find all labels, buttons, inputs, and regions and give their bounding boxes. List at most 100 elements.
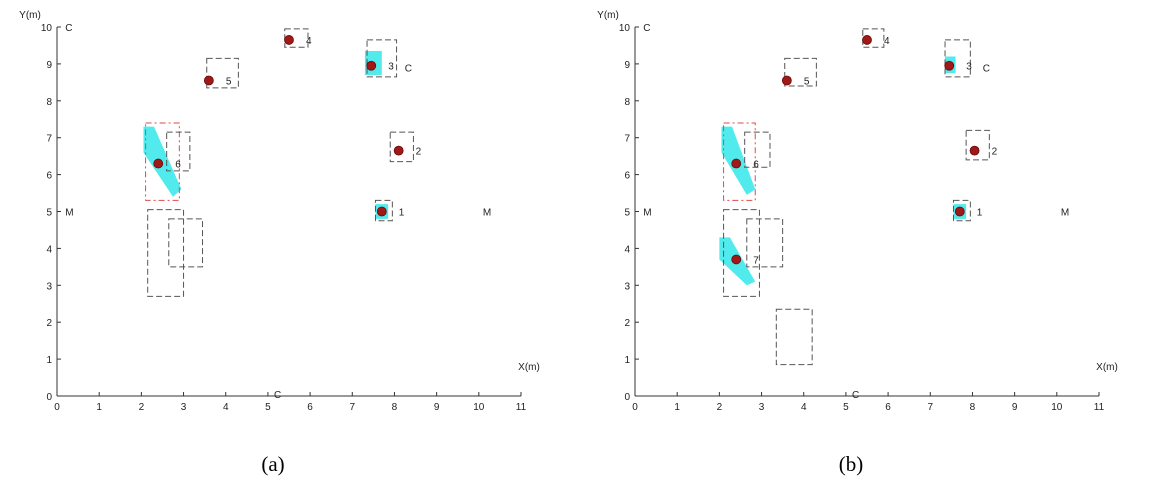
target-point bbox=[781, 75, 792, 86]
target-label: 4 bbox=[306, 36, 312, 47]
anchor-label: M bbox=[1061, 208, 1069, 219]
x-tick-label: 6 bbox=[885, 402, 891, 413]
anchor-label: C bbox=[643, 23, 650, 34]
target-label: 6 bbox=[753, 160, 759, 171]
target-point bbox=[969, 145, 980, 156]
y-tick-label: 8 bbox=[46, 97, 52, 108]
estimate-box bbox=[944, 39, 971, 78]
estimate-box bbox=[952, 199, 971, 222]
target-point bbox=[731, 158, 742, 169]
anchor-label: C bbox=[983, 64, 990, 75]
estimate-box bbox=[775, 308, 813, 366]
anchor-label: C bbox=[274, 390, 281, 401]
y-tick-label: 2 bbox=[624, 318, 630, 329]
target-point bbox=[366, 60, 377, 71]
x-tick-label: 8 bbox=[970, 402, 976, 413]
estimate-box bbox=[965, 129, 990, 161]
y-axis-label: Y(m) bbox=[19, 10, 41, 21]
panel-a: 0 1 2 3 4 5 6 7 8 9 10 11 0 1 2 3 4 5 6 7 8 9 10 X(m) Y(m) 1 2 3 4 5 6… bbox=[19, 10, 540, 476]
anchor-label: C bbox=[405, 64, 412, 75]
y-tick-label: 1 bbox=[624, 355, 630, 366]
x-tick-label: 8 bbox=[392, 402, 398, 413]
estimate-box bbox=[366, 39, 398, 78]
y-tick-label: 1 bbox=[46, 355, 52, 366]
y-tick-label: 10 bbox=[41, 23, 53, 34]
y-tick-label: 5 bbox=[624, 208, 630, 219]
chart-b: 0 1 2 3 4 5 6 7 8 9 10 11 0 1 2 3 4 5 6 7 8 9 10 X(m) Y(m) 1 2 3 4 5 6… bbox=[597, 10, 1118, 413]
anchor-label: M bbox=[483, 208, 491, 219]
target-point bbox=[284, 35, 294, 45]
estimate-box bbox=[746, 218, 784, 268]
x-tick-label: 3 bbox=[181, 402, 187, 413]
target-label: 4 bbox=[884, 36, 890, 47]
plot-group: 0 1 2 3 4 5 6 7 8 9 10 11 0 1 2 3 4 5 6 7 8 9 10 X(m) Y(m) 1 2 3 4 5 6… bbox=[19, 10, 540, 413]
y-tick-label: 8 bbox=[624, 97, 630, 108]
y-tick-label: 3 bbox=[46, 281, 52, 292]
anchor-label: C bbox=[852, 390, 859, 401]
target-point bbox=[203, 75, 214, 86]
target-label: 5 bbox=[226, 77, 232, 88]
target-label: 1 bbox=[977, 208, 983, 219]
anchor-label: M bbox=[65, 208, 73, 219]
estimate-box bbox=[168, 218, 204, 268]
estimate-box bbox=[374, 199, 393, 222]
estimate-box bbox=[166, 131, 191, 172]
y-tick-label: 7 bbox=[46, 134, 52, 145]
caption-b: (b) bbox=[838, 452, 864, 476]
x-tick-label: 1 bbox=[674, 402, 680, 413]
y-tick-label: 3 bbox=[624, 281, 630, 292]
x-tick-label: 11 bbox=[516, 402, 527, 413]
target-point bbox=[954, 206, 965, 217]
plot-group: 0 1 2 3 4 5 6 7 8 9 10 11 0 1 2 3 4 5 6 7 8 9 10 X(m) Y(m) 1 2 3 4 5 6… bbox=[597, 10, 1118, 413]
x-tick-label: 10 bbox=[1051, 402, 1063, 413]
estimate-box bbox=[862, 28, 885, 48]
estimate-box bbox=[744, 131, 771, 168]
x-tick-label: 4 bbox=[801, 402, 807, 413]
target-point bbox=[393, 145, 404, 156]
y-tick-label: 9 bbox=[624, 60, 630, 71]
y-tick-label: 0 bbox=[624, 392, 630, 403]
x-tick-label: 5 bbox=[843, 402, 849, 413]
target-point bbox=[944, 60, 955, 71]
x-tick-label: 6 bbox=[307, 402, 313, 413]
y-tick-label: 0 bbox=[46, 392, 52, 403]
x-tick-label: 0 bbox=[632, 402, 638, 413]
chart-a: 0 1 2 3 4 5 6 7 8 9 10 11 0 1 2 3 4 5 6 7 8 9 10 X(m) Y(m) 1 2 3 4 5 6… bbox=[19, 10, 540, 413]
estimate-box bbox=[723, 209, 760, 297]
x-axis-label: X(m) bbox=[518, 362, 540, 373]
estimate-box bbox=[147, 209, 185, 297]
y-tick-label: 4 bbox=[46, 244, 52, 255]
x-tick-label: 9 bbox=[1012, 402, 1018, 413]
estimate-box bbox=[784, 57, 817, 87]
x-tick-label: 0 bbox=[54, 402, 60, 413]
target-label: 3 bbox=[388, 62, 394, 73]
y-tick-label: 4 bbox=[624, 244, 630, 255]
x-tick-label: 11 bbox=[1094, 402, 1105, 413]
target-label: 7 bbox=[753, 255, 759, 266]
x-tick-label: 3 bbox=[759, 402, 765, 413]
panel-b: 0 1 2 3 4 5 6 7 8 9 10 11 0 1 2 3 4 5 6 7 8 9 10 X(m) Y(m) 1 2 3 4 5 6… bbox=[578, 0, 1156, 482]
y-axis-label: Y(m) bbox=[597, 10, 619, 21]
x-tick-label: 10 bbox=[473, 402, 485, 413]
y-tick-label: 6 bbox=[624, 171, 630, 182]
estimate-box-red bbox=[145, 122, 180, 201]
estimate-box bbox=[389, 131, 414, 163]
x-tick-label: 7 bbox=[349, 402, 355, 413]
estimate-box bbox=[206, 57, 239, 89]
x-tick-label: 2 bbox=[139, 402, 145, 413]
target-point bbox=[153, 158, 164, 169]
target-point bbox=[862, 35, 872, 45]
x-tick-label: 5 bbox=[265, 402, 271, 413]
target-label: 1 bbox=[399, 208, 405, 219]
target-point bbox=[731, 254, 742, 265]
x-tick-label: 1 bbox=[96, 402, 102, 413]
estimate-box-red bbox=[723, 122, 756, 201]
y-tick-label: 6 bbox=[46, 171, 52, 182]
target-label: 3 bbox=[966, 62, 972, 73]
target-label: 2 bbox=[992, 147, 998, 158]
target-point bbox=[376, 206, 387, 217]
anchor-label: M bbox=[643, 208, 651, 219]
y-tick-label: 9 bbox=[46, 60, 52, 71]
x-tick-label: 9 bbox=[434, 402, 440, 413]
target-label: 2 bbox=[416, 147, 422, 158]
